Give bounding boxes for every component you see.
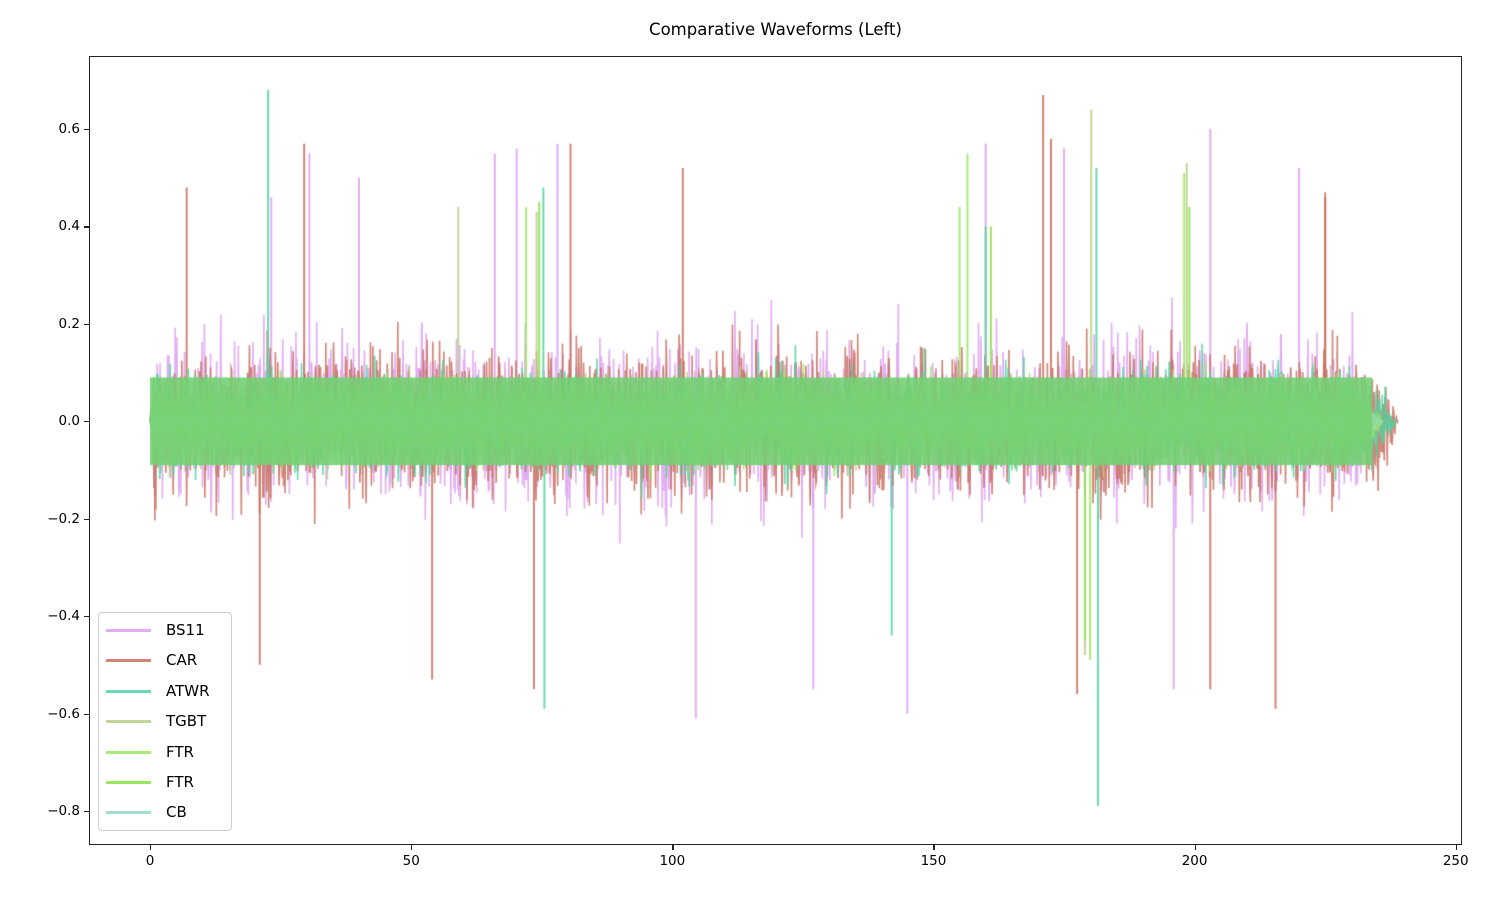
y-tick-mark xyxy=(84,323,89,326)
y-tick-label: 0.4 xyxy=(58,218,80,235)
x-tick-label: 50 xyxy=(402,853,420,869)
waveform-canvas xyxy=(90,57,1461,844)
legend-swatch xyxy=(106,781,151,784)
legend-item-car: CAR xyxy=(99,650,231,670)
legend-label: TGBT xyxy=(166,712,207,730)
x-tick-mark xyxy=(1455,845,1457,850)
y-tick-label: 0.2 xyxy=(58,315,80,332)
y-tick-label: 0.6 xyxy=(58,121,80,138)
y-tick-label: 0.0 xyxy=(58,413,80,430)
y-tick-label: −0.8 xyxy=(47,802,80,819)
y-tick-mark xyxy=(84,713,89,715)
legend-item-bs11: BS11 xyxy=(99,620,231,640)
legend-swatch xyxy=(106,811,151,814)
y-tick-mark xyxy=(84,421,89,423)
x-tick-label: 100 xyxy=(659,853,686,869)
y-tick-label: −0.6 xyxy=(47,705,80,722)
y-tick-label: −0.4 xyxy=(47,608,80,625)
legend-label: BS11 xyxy=(166,621,205,639)
legend-swatch xyxy=(106,659,151,662)
y-tick-mark xyxy=(84,616,89,618)
y-tick-mark xyxy=(84,226,89,228)
x-tick-mark xyxy=(933,845,935,850)
x-tick-mark xyxy=(672,845,674,850)
x-tick-mark xyxy=(1194,845,1196,850)
x-tick-label: 250 xyxy=(1442,853,1469,869)
x-tick-mark xyxy=(150,845,152,850)
legend-label: ATWR xyxy=(166,682,210,700)
y-tick-label: −0.2 xyxy=(47,510,80,527)
legend: BS11 CAR ATWR TGBT FTR FTR CB xyxy=(98,612,232,831)
legend-item-ftr: FTR xyxy=(99,742,231,762)
x-tick-label: 200 xyxy=(1181,853,1208,869)
x-tick-label: 0 xyxy=(145,853,155,869)
x-tick-mark xyxy=(411,845,413,850)
legend-label: FTR xyxy=(166,773,194,791)
legend-item-ftr-2: FTR xyxy=(99,772,231,792)
legend-label: FTR xyxy=(166,743,194,761)
legend-swatch xyxy=(106,751,151,754)
legend-label: CAR xyxy=(166,651,198,669)
legend-item-tgbt: TGBT xyxy=(99,711,231,731)
legend-item-cb: CB xyxy=(99,802,231,822)
y-tick-mark xyxy=(84,129,89,131)
legend-item-atwr: ATWR xyxy=(99,681,231,701)
x-tick-label: 150 xyxy=(920,853,947,869)
plot-area xyxy=(89,56,1462,845)
legend-swatch xyxy=(106,690,151,693)
legend-swatch xyxy=(106,629,151,632)
legend-swatch xyxy=(106,720,151,723)
y-tick-mark xyxy=(84,518,89,520)
chart-title: Comparative Waveforms (Left) xyxy=(649,20,902,39)
y-tick-mark xyxy=(84,810,89,813)
legend-label: CB xyxy=(166,803,187,821)
